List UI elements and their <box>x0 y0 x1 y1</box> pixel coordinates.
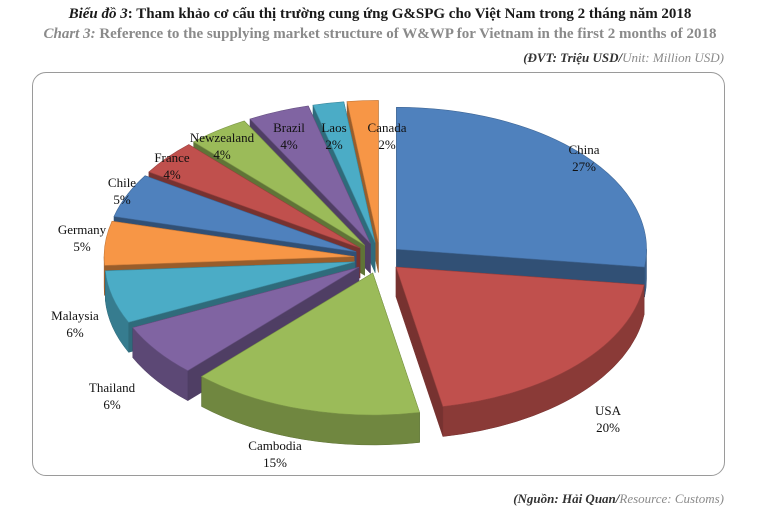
newzealand-percent-label: 4% <box>213 147 231 162</box>
canada-category-label: Canada <box>368 120 407 135</box>
laos-slice <box>312 101 376 243</box>
germany-slice <box>103 220 355 266</box>
canada-slice <box>346 100 379 243</box>
brazil-category-label: Brazil <box>273 120 305 135</box>
cambodia-percent-label: 15% <box>263 455 287 470</box>
chile-category-label: Chile <box>108 175 136 190</box>
germany-percent-label: 5% <box>73 239 91 254</box>
thailand-percent-label: 6% <box>103 397 121 412</box>
canada-percent-label: 2% <box>378 137 396 152</box>
brazil-slice <box>249 105 371 244</box>
chart-title-en-label: Chart 3: <box>43 26 96 42</box>
malaysia-percent-label: 6% <box>66 325 84 340</box>
usa-percent-label: 20% <box>596 420 620 435</box>
chart-title-vn: Biểu đồ 3: Tham khảo cơ cấu thị trường c… <box>0 6 760 23</box>
source-note: (Nguồn: Hải Quan/Resource: Customs) <box>513 491 724 507</box>
unit-en: Unit: Million USD) <box>622 50 724 65</box>
usa-category-label: USA <box>595 403 622 418</box>
germany-category-label: Germany <box>58 222 107 237</box>
thailand-category-label: Thailand <box>89 380 136 395</box>
laos-category-label: Laos <box>321 120 346 135</box>
source-en: Resource: Customs) <box>619 491 724 506</box>
newzealand-category-label: Newzealand <box>190 130 255 145</box>
source-vn: (Nguồn: Hải Quan/ <box>513 491 620 506</box>
brazil-percent-label: 4% <box>280 137 298 152</box>
china-slice <box>396 106 647 268</box>
china-category-label: China <box>568 142 599 157</box>
chart-title-en: Chart 3: Reference to the supplying mark… <box>0 26 760 43</box>
thailand-slice <box>132 266 360 372</box>
newzealand-slice <box>192 120 365 246</box>
france-percent-label: 4% <box>163 167 181 182</box>
chile-percent-label: 5% <box>113 192 131 207</box>
chile-slice <box>113 175 357 253</box>
chart-title-vn-label: Biểu đồ 3 <box>68 6 128 22</box>
france-slice <box>148 144 361 249</box>
cambodia-category-label: Cambodia <box>248 438 302 453</box>
chart-title-en-text: Reference to the supplying market struct… <box>95 26 717 42</box>
usa-slice <box>395 266 645 407</box>
cambodia-slice <box>201 272 420 416</box>
malaysia-slice <box>104 261 355 323</box>
laos-percent-label: 2% <box>325 137 343 152</box>
unit-note: (ĐVT: Triệu USD/Unit: Million USD) <box>523 50 724 66</box>
chart-title-vn-text: : Tham khảo cơ cấu thị trường cung ứng G… <box>127 6 692 22</box>
unit-vn: (ĐVT: Triệu USD/ <box>523 50 623 65</box>
malaysia-category-label: Malaysia <box>51 308 99 323</box>
france-category-label: France <box>154 150 190 165</box>
china-percent-label: 27% <box>572 159 596 174</box>
